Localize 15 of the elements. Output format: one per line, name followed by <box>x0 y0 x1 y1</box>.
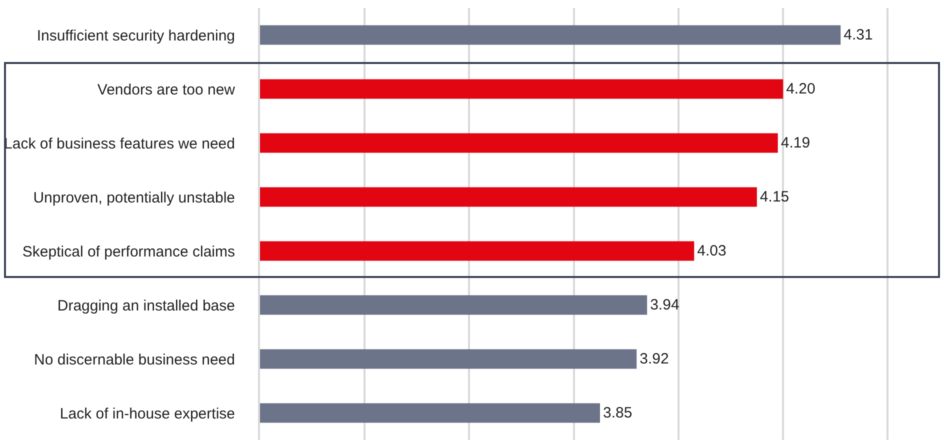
data-label: 4.19 <box>780 134 810 152</box>
y-tick-label: No discernable business need <box>34 351 235 368</box>
y-tick-label: Insufficient security hardening <box>36 27 235 44</box>
data-label: 4.20 <box>786 80 816 98</box>
data-label: 4.03 <box>697 242 726 260</box>
data-label: 4.15 <box>760 188 790 206</box>
data-label: 3.94 <box>650 296 680 314</box>
y-tick-label: Skeptical of performance claims <box>22 243 235 260</box>
y-tick-label: Lack of in-house expertise <box>60 405 235 422</box>
data-label: 4.31 <box>844 26 873 44</box>
y-tick-label: Vendors are too new <box>97 81 236 98</box>
y-tick-label: Dragging an installed base <box>57 297 235 314</box>
y-tick-label: Unproven, potentially unstable <box>33 189 235 206</box>
data-label: 3.85 <box>603 404 632 422</box>
data-label: 3.92 <box>640 350 669 368</box>
